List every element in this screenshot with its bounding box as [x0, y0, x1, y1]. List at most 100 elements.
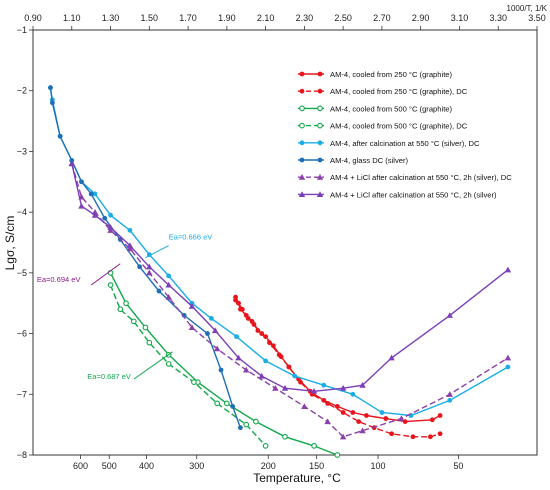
legend-label: AM-4, cooled from 250 °C (graphite)	[330, 70, 453, 79]
data-point	[310, 388, 318, 394]
series-2	[107, 270, 341, 458]
data-point	[446, 312, 453, 318]
y-axis-title: Lgσ, S/cm	[3, 216, 17, 271]
data-point	[317, 122, 323, 129]
bottom-tick-label: 500	[102, 461, 117, 471]
data-point	[504, 354, 512, 361]
axis-ticks: 0.90 1.10 1.30 1.50 1.70 1.90 2.10 2.30 2.50 2.70…	[17, 13, 546, 471]
data-point	[505, 364, 511, 370]
data-point	[78, 202, 85, 209]
data-point	[212, 327, 219, 334]
top-tick-label: 1.30	[102, 13, 120, 23]
data-point	[49, 100, 55, 106]
data-point	[123, 300, 129, 307]
y-tick-label: −7	[17, 389, 27, 399]
top-tick-label: 2.70	[373, 13, 391, 23]
data-point	[243, 366, 250, 373]
bottom-tick-label: 200	[261, 461, 276, 471]
annotation-label: Ea=0.687 eV	[87, 372, 131, 381]
data-point	[311, 443, 317, 449]
data-point	[427, 434, 433, 440]
data-point	[317, 140, 323, 146]
top-tick-label: 1.50	[141, 13, 159, 23]
data-point	[286, 364, 292, 370]
annotation-label: Ea=0.694 eV	[37, 275, 81, 284]
data-point	[107, 227, 114, 233]
data-point	[251, 322, 257, 327]
data-point	[126, 242, 134, 249]
data-point	[107, 282, 114, 288]
data-point	[299, 88, 305, 94]
plot-border	[32, 29, 538, 456]
top-tick-label: 3.30	[489, 13, 507, 23]
data-point	[255, 328, 261, 333]
data-point	[91, 208, 99, 215]
data-point	[339, 385, 347, 391]
annotations: Ea=0.666 eV Ea=0.694 eV Ea=0.687 eV	[37, 232, 212, 381]
series-line	[109, 272, 338, 456]
data-point	[299, 71, 305, 77]
series-line	[71, 163, 509, 438]
data-point	[504, 266, 512, 273]
data-point	[276, 352, 282, 358]
data-point	[142, 324, 149, 331]
top-tick-label: 1.70	[179, 13, 197, 23]
top-tick-label: 1.10	[63, 13, 81, 23]
data-point	[108, 212, 113, 218]
x-axis-title: Temperature, °C	[253, 471, 341, 485]
bottom-tick-label: 150	[309, 461, 324, 471]
bottom-tick-label: 300	[189, 461, 204, 471]
plot-frame	[32, 29, 538, 456]
data-point	[270, 343, 276, 349]
data-point	[223, 400, 230, 407]
data-point	[437, 413, 443, 418]
data-point	[292, 373, 298, 379]
data-point	[437, 431, 443, 437]
data-point	[117, 306, 124, 313]
data-point	[127, 227, 133, 233]
data-point	[359, 427, 366, 434]
data-point	[383, 416, 389, 421]
data-point	[79, 179, 84, 185]
annotation-leader	[145, 245, 169, 259]
data-point	[447, 397, 453, 403]
y-tick-label: −2	[17, 86, 27, 96]
data-point	[245, 315, 251, 321]
data-point	[243, 421, 250, 428]
y-tick-label: −3	[17, 146, 27, 156]
data-point	[364, 413, 369, 418]
series-group	[48, 85, 512, 458]
data-point	[299, 105, 305, 112]
data-point	[239, 306, 245, 312]
data-point	[57, 133, 63, 139]
data-point	[214, 400, 221, 407]
top-tick-label: 0.90	[24, 13, 42, 23]
data-point	[48, 85, 53, 91]
data-point	[316, 191, 324, 197]
legend-label: AM-4 + LiCl after calcination at 550 °C,…	[330, 190, 497, 199]
data-point	[208, 315, 214, 321]
data-point	[263, 358, 269, 364]
data-point	[188, 303, 196, 309]
data-point	[102, 215, 108, 221]
series-4	[48, 85, 511, 418]
series-3	[107, 282, 269, 449]
data-point	[213, 345, 221, 352]
y-tick-label: −8	[17, 450, 27, 460]
legend-label: AM-4 + LiCl after calcination at 550 °C,…	[330, 173, 512, 182]
data-point	[299, 157, 305, 163]
data-point	[188, 324, 196, 331]
y-tick-label: −5	[17, 268, 27, 278]
top-tick-label: 2.10	[257, 13, 275, 23]
y-tick-label: −4	[17, 207, 27, 217]
bottom-tick-label: 100	[371, 461, 386, 471]
data-point	[301, 403, 308, 409]
data-point	[238, 425, 243, 431]
data-point	[350, 410, 356, 415]
data-point	[339, 433, 347, 440]
data-point	[137, 264, 143, 270]
data-point	[317, 157, 323, 163]
legend-label: AM-4, after calcination at 550 °C (silve…	[330, 139, 480, 148]
series-1	[233, 294, 443, 440]
